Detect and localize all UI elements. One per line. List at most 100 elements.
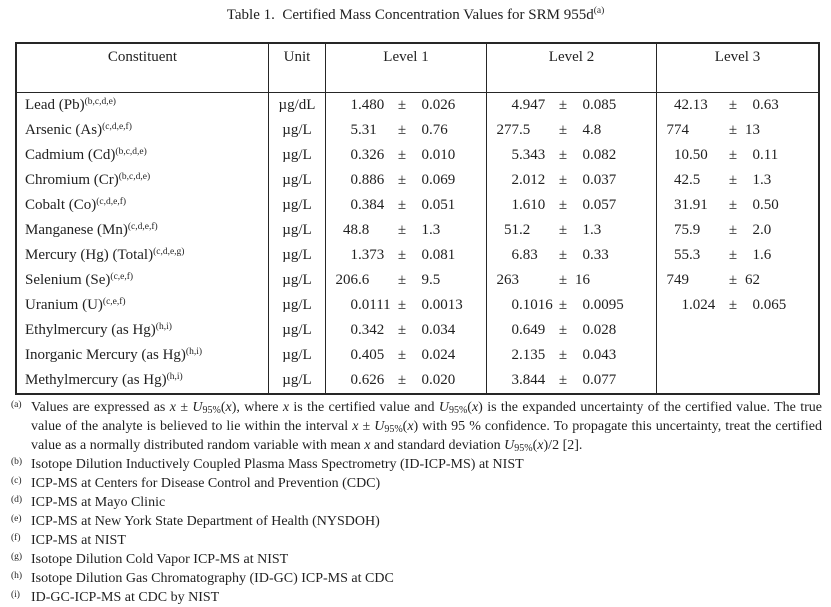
constituent-cell: Manganese (Mn)(c,d,e,f) [17,218,268,243]
footnote-text: ICP-MS at Centers for Disease Control an… [31,476,381,491]
constituent-footnote-refs: (b,c,d,e) [115,147,147,157]
value-frac: .610 [519,197,546,213]
plus-minus-sign: ± [397,147,407,163]
footnote-text: Isotope Dilution Inductively Coupled Pla… [31,457,524,472]
unit-cell: µg/L [268,118,325,143]
uncertainty-frac: .010 [429,147,456,163]
value-frac: .886 [358,172,385,188]
uncertainty-int: 0 [421,172,430,188]
plus-minus-sign: ± [728,147,738,163]
value-int: 0 [350,172,359,188]
level3-cell: 1.024 ±0.065 [656,293,818,318]
table-body: Lead (Pb)(b,c,d,e) µg/dL 1.480 ±0.026 4.947 ±… [17,93,818,393]
value-int: 2 [511,347,520,363]
plus-minus-sign: ± [397,222,407,238]
table-row-chromium-cr: Chromium (Cr)(b,c,d,e) µg/L 0.886 ±0.069 2.0… [17,168,818,193]
uncertainty-int: 0 [421,372,430,388]
plus-minus-sign: ± [728,222,738,238]
uncertainty-frac: .077 [590,372,617,388]
uncertainty-int: 0 [582,322,591,338]
uncertainty-int: 0 [582,197,591,213]
footnote-text: Isotope Dilution Cold Vapor ICP-MS at NI… [31,552,289,567]
plus-minus-sign: ± [558,147,568,163]
constituent-footnote-refs: (c,e,f) [110,272,134,282]
footnote-c: (c) ICP-MS at Centers for Disease Control… [11,474,822,493]
value-int: 48 [343,222,358,238]
constituent-name: Mercury (Hg) (Total) [25,247,154,263]
constituent-name: Chromium (Cr) [25,172,119,188]
plus-minus-sign: ± [558,322,568,338]
level1-cell: 0.384 ±0.051 [325,193,486,218]
constituent-name: Cadmium (Cd) [25,147,116,163]
plus-minus-sign: ± [558,347,568,363]
header-cell-level-2: Level 2 [486,44,656,92]
header-cell-level-1: Level 1 [325,44,486,92]
constituent-name: Cobalt (Co) [25,197,97,213]
plus-minus-sign: ± [728,272,738,288]
value-int: 55 [674,247,689,263]
plus-minus-sign: ± [397,372,407,388]
value-frac: .3 [689,247,701,263]
constituent-footnote-refs: (c,d,e,g) [153,247,185,257]
constituent-name: Uranium (U) [25,297,103,313]
value-int: 42 [674,97,689,113]
table-title-text: Table 1. Certified Mass Concentration Va… [226,7,594,23]
uncertainty-int: 0 [421,247,430,263]
value-int: 10 [674,147,689,163]
level2-cell: 6.83 ±0.33 [486,243,656,268]
value-int: 5 [350,122,359,138]
level2-cell: 4.947 ±0.085 [486,93,656,118]
value-frac: .13 [689,97,708,113]
table-row-inorganic-mercury-as-hg: Inorganic Mercury (as Hg)(h,i) µg/L 0.405 ±… [17,343,818,368]
constituent-footnote-refs: (h,i) [166,372,183,382]
table-row-arsenic-as: Arsenic (As)(c,d,e,f) µg/L 5.31 ±0.76 277.5 ±… [17,118,818,143]
plus-minus-sign: ± [728,97,738,113]
unit-cell: µg/L [268,268,325,293]
value-frac: .5 [689,172,701,188]
footnote-f: (f) ICP-MS at NIST [11,531,822,550]
table-row-methylmercury-as-hg: Methylmercury (as Hg)(h,i) µg/L 0.626 ±0.02… [17,368,818,393]
constituent-cell: Ethylmercury (as Hg)(h,i) [17,318,268,343]
level1-cell: 0.342 ±0.034 [325,318,486,343]
footnote-marker: (e) [11,514,22,524]
value-int: 0 [350,147,359,163]
level2-cell: 0.1016 ±0.0095 [486,293,656,318]
level1-cell: 0.326 ±0.010 [325,143,486,168]
uncertainty-int: 0 [752,147,761,163]
footnote-marker: (d) [11,495,23,505]
unit-cell: µg/L [268,243,325,268]
level3-cell: 31.91 ±0.50 [656,193,818,218]
plus-minus-sign: ± [728,172,738,188]
constituent-name: Methylmercury (as Hg) [25,372,167,388]
header-cell-unit: Unit [268,44,325,92]
uncertainty-frac: .037 [590,172,617,188]
uncertainty-int: 1 [752,247,761,263]
value-frac: .6 [358,272,370,288]
level1-cell: 0.626 ±0.020 [325,368,486,393]
unit-cell: µg/dL [268,93,325,118]
plus-minus-sign: ± [558,222,568,238]
uncertainty-frac: .085 [590,97,617,113]
value-int: 0 [350,347,359,363]
table-row-lead-pb: Lead (Pb)(b,c,d,e) µg/dL 1.480 ±0.026 4.947 ±… [17,93,818,118]
uncertainty-frac: .069 [429,172,456,188]
uncertainty-frac: .051 [429,197,456,213]
uncertainty-int: 0 [752,97,761,113]
uncertainty-frac: .3 [429,222,441,238]
table-title-footnote-ref: (a) [593,6,605,16]
value-frac: .5 [519,122,531,138]
uncertainty-frac: .020 [429,372,456,388]
uncertainty-int: 13 [745,122,760,138]
plus-minus-sign: ± [558,372,568,388]
uncertainty-int: 0 [421,197,430,213]
constituent-name: Arsenic (As) [25,122,103,138]
plus-minus-sign: ± [728,197,738,213]
value-int: 206 [335,272,359,288]
footnote-marker: (b) [11,457,23,467]
uncertainty-int: 0 [752,197,761,213]
plus-minus-sign: ± [397,97,407,113]
level2-cell: 3.844 ±0.077 [486,368,656,393]
level2-cell: 2.012 ±0.037 [486,168,656,193]
uncertainty-frac: .082 [590,147,617,163]
footnote-marker: (i) [11,590,20,600]
